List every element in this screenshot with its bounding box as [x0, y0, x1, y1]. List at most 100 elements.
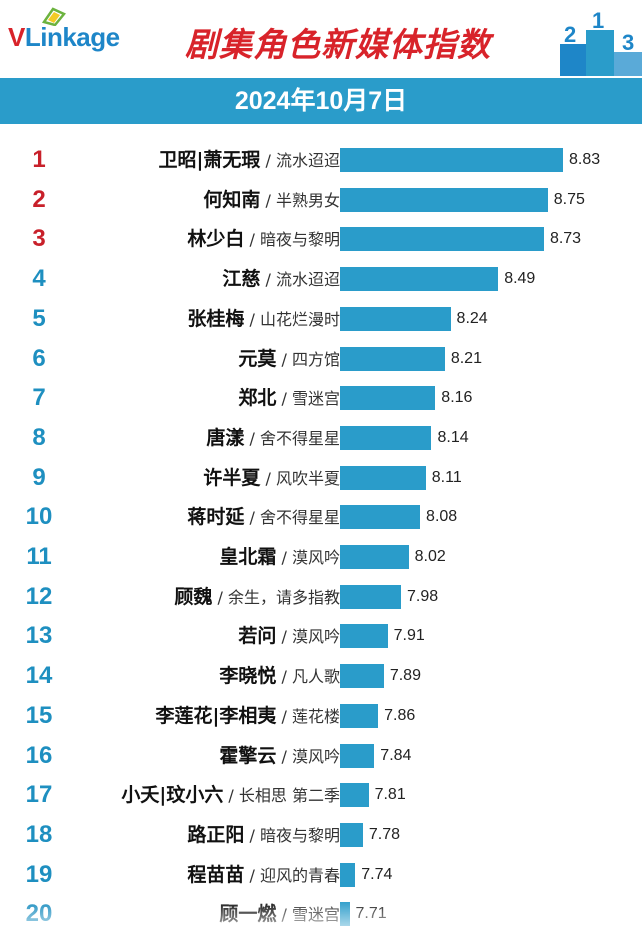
value-label: 8.73 [549, 230, 582, 248]
character-name: 若问 [238, 625, 277, 648]
value-bar [340, 783, 369, 808]
character-name: 蒋时延 [187, 506, 245, 529]
value-label: 8.24 [456, 309, 488, 327]
value-label: 8.14 [437, 428, 469, 446]
separator: / [276, 667, 292, 687]
value-label: 8.02 [414, 548, 446, 565]
rank-number: 9 [32, 463, 46, 491]
row-label: 林少白 / 暗夜与黎明 [187, 226, 340, 253]
date-banner: 2024年10月7日 [0, 78, 642, 124]
row-label: 小夭|玟小六 / 长相思 第二季 [121, 782, 340, 809]
value-label: 8.08 [426, 508, 458, 526]
separator: / [260, 270, 276, 290]
value-bar [340, 267, 499, 292]
separator: / [276, 706, 292, 726]
value-bar [340, 187, 548, 212]
drama-title: 风吹半夏 [275, 468, 340, 488]
rank-number: 14 [25, 662, 53, 690]
ranking-row: 14 李晓悦 / 凡人歌 7.89 [0, 657, 642, 695]
rank-number: 2 [32, 185, 46, 213]
separator: / [244, 508, 260, 528]
drama-title: 山花烂漫时 [259, 309, 340, 329]
rank-number: 5 [32, 304, 46, 332]
rank-number: 4 [32, 265, 46, 293]
row-label: 蒋时延 / 舍不得星星 [187, 504, 340, 531]
character-name: 霍擎云 [219, 744, 277, 767]
value-label: 8.11 [431, 468, 462, 486]
value-label: 8.16 [441, 389, 473, 407]
separator: / [260, 190, 276, 210]
value-label: 7.86 [384, 706, 416, 724]
character-name: 卫昭|萧无瑕 [158, 149, 261, 171]
character-name: 顾魏 [174, 585, 213, 608]
value-bar [340, 743, 375, 768]
character-name: 李晓悦 [219, 665, 277, 688]
ranking-row: 10 蒋时延 / 舍不得星星 8.08 [0, 498, 642, 536]
value-bar [340, 306, 451, 331]
rank-number: 15 [25, 701, 53, 729]
rank-number: 8 [32, 423, 46, 451]
drama-title: 舍不得星星 [259, 428, 340, 448]
value-bar [340, 862, 356, 887]
value-bar [340, 505, 421, 530]
drama-title: 漠风吟 [291, 746, 340, 766]
ranking-row: 2 何知南 / 半熟男女 8.75 [0, 181, 642, 219]
ranking-row: 5 张桂梅 / 山花烂漫时 8.24 [0, 300, 642, 338]
value-bar [340, 425, 432, 450]
row-label: 郑北 / 雪迷宫 [238, 385, 340, 412]
drama-title: 四方馆 [291, 349, 340, 369]
rank-number: 13 [25, 622, 53, 650]
page-title: 剧集角色新媒体指数 [185, 25, 491, 64]
rank-number: 17 [25, 781, 53, 809]
rank-number: 3 [32, 225, 46, 253]
value-label: 7.81 [374, 786, 406, 804]
row-label: 许半夏 / 风吹半夏 [203, 465, 340, 492]
separator: / [244, 428, 260, 448]
value-label: 7.91 [393, 627, 425, 645]
separator: / [260, 468, 276, 488]
ranking-row: 4 江慈 / 流水迢迢 8.49 [0, 260, 642, 298]
ranking-row: 8 唐漾 / 舍不得星星 8.14 [0, 419, 642, 457]
separator: / [244, 309, 260, 329]
character-name: 郑北 [238, 387, 277, 410]
value-bar [340, 346, 445, 371]
logo: VLinkage [8, 22, 120, 52]
row-label: 程苗苗 / 迎风的青春 [187, 862, 340, 889]
drama-title: 流水迢迢 [275, 151, 340, 170]
value-label: 7.78 [368, 825, 400, 843]
value-bar [340, 822, 363, 847]
separator: / [276, 349, 292, 369]
row-label: 李莲花|李相夷 / 莲花楼 [155, 703, 340, 730]
ranking-row: 13 若问 / 漠风吟 7.91 [0, 617, 642, 655]
ranking-row: 19 程苗苗 / 迎风的青春 7.74 [0, 856, 642, 894]
value-bar [340, 227, 544, 252]
row-label: 何知南 / 半熟男女 [203, 187, 340, 214]
drama-title: 雪迷宫 [291, 389, 340, 409]
ranking-row: 18 路正阳 / 暗夜与黎明 7.78 [0, 816, 642, 854]
drama-title: 漠风吟 [291, 548, 340, 567]
character-name: 皇北霜 [219, 546, 277, 568]
drama-title: 暗夜与黎明 [259, 825, 340, 845]
ranking-row: 12 顾魏 / 余生，请多指教 7.98 [0, 578, 642, 616]
ranking-row: 16 霍擎云 / 漠风吟 7.84 [0, 737, 642, 775]
value-bar [340, 148, 563, 172]
separator: / [276, 389, 292, 409]
value-label: 7.74 [361, 865, 393, 883]
rank-number: 19 [25, 860, 53, 888]
value-bar [340, 386, 436, 411]
separator: / [276, 627, 292, 647]
drama-title: 长相思 第二季 [238, 786, 340, 806]
header: VLinkage 剧集角色新媒体指数 2 1 3 [0, 0, 642, 76]
podium-icon: 2 1 3 [560, 8, 642, 76]
drama-title: 舍不得星星 [259, 508, 340, 528]
drama-title: 漠风吟 [291, 627, 340, 647]
rank-number: 10 [25, 503, 53, 531]
character-name: 唐漾 [206, 426, 245, 449]
character-name: 江慈 [222, 268, 261, 291]
ranking-row: 9 许半夏 / 风吹半夏 8.11 [0, 459, 642, 497]
row-label: 元莫 / 四方馆 [238, 346, 340, 373]
character-name: 许半夏 [203, 466, 261, 489]
value-label: 8.21 [450, 349, 482, 367]
row-label: 若问 / 漠风吟 [238, 623, 340, 650]
value-bar [340, 465, 426, 490]
